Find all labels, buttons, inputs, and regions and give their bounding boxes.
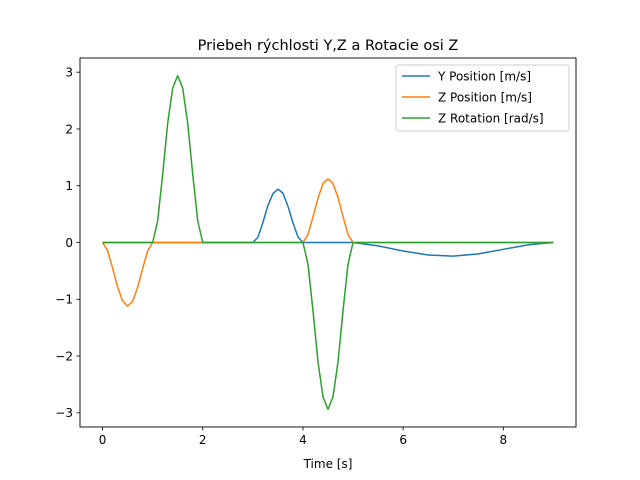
series-layer xyxy=(101,74,554,411)
y-tick-label: 0 xyxy=(65,236,73,250)
tick-layer: 0 2 4 6 8 −3 −2 −1 0 1 2 3 xyxy=(55,65,507,447)
legend-label-3: Z Rotation [rad/s] xyxy=(438,111,544,125)
legend: Y Position [m/s] Z Position [m/s] Z Rotati… xyxy=(395,64,570,132)
legend-label-1: Y Position [m/s] xyxy=(437,69,531,83)
y-tick-label: 3 xyxy=(65,65,73,79)
x-tick-label: 8 xyxy=(500,433,508,447)
x-tick-label: 0 xyxy=(99,433,107,447)
y-tick-label: −2 xyxy=(55,349,73,363)
y-tick-label: 2 xyxy=(65,122,73,136)
series-line-3 xyxy=(102,74,554,411)
x-tick-label: 6 xyxy=(399,433,407,447)
legend-box xyxy=(395,64,570,132)
y-tick-label: 1 xyxy=(65,179,73,193)
y-tick-label: −3 xyxy=(55,406,73,420)
x-axis-label: Time [s] xyxy=(303,457,353,471)
legend-label-2: Z Position [m/s] xyxy=(438,90,532,104)
plot-frame xyxy=(79,57,577,428)
chart-title: Priebeh rýchlosti Y,Z a Rotacie osi Z xyxy=(198,38,459,54)
y-tick-label: −1 xyxy=(55,293,73,307)
x-tick-label: 2 xyxy=(199,433,207,447)
x-tick-label: 4 xyxy=(299,433,307,447)
